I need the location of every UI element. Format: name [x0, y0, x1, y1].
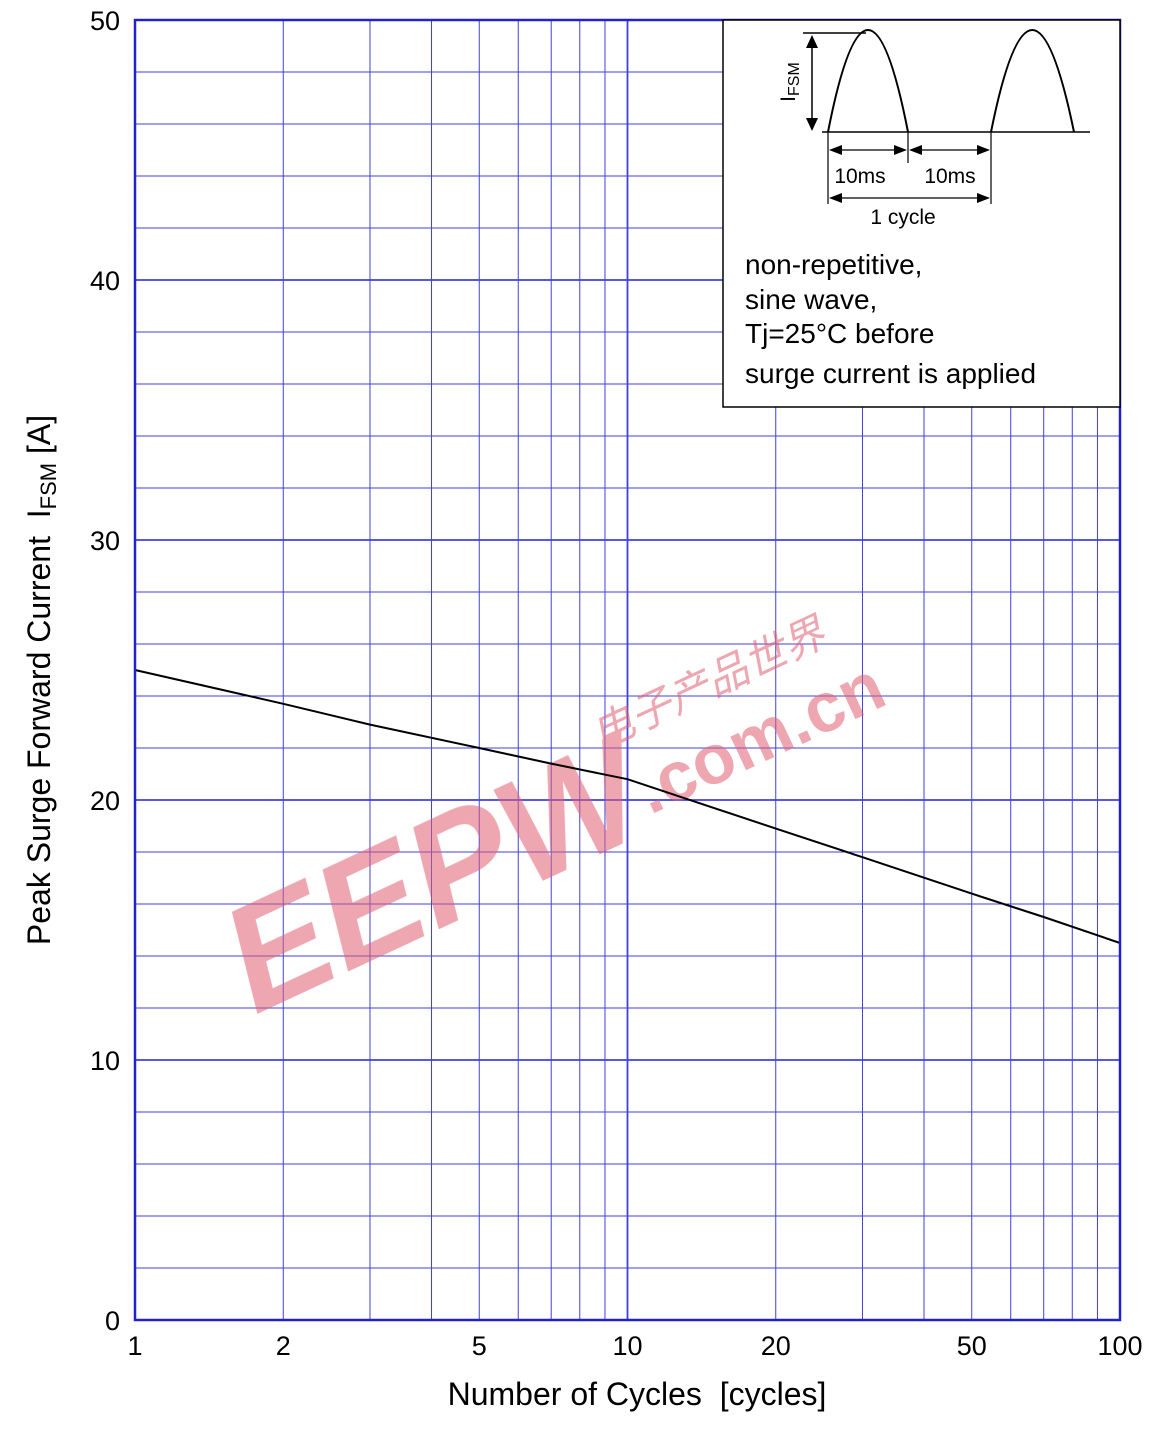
x-axis-title: Number of Cycles [cycles] — [448, 1376, 827, 1412]
x-tick-label: 50 — [957, 1331, 987, 1361]
cycle-label: 1 cycle — [870, 206, 935, 229]
plot-frame — [133, 18, 1122, 1322]
half-period-arrow-1-right — [894, 145, 907, 155]
y-tick-label: 30 — [90, 526, 120, 556]
x-tick-label: 100 — [1097, 1331, 1142, 1361]
inset-frame — [722, 19, 1121, 408]
note-line-3: Tj=25°C before — [745, 318, 934, 349]
ifsm-label: IFSM — [777, 62, 803, 102]
y-tick-labels: 0 10 20 30 40 50 — [90, 6, 120, 1336]
y-axis-title-sub: FSM — [36, 463, 61, 509]
y-tick-label: 0 — [105, 1306, 120, 1336]
ifsm-label-sub: FSM — [786, 62, 803, 96]
series-curve — [134, 669, 1121, 944]
waveform-pulse-1 — [827, 29, 909, 133]
x-tick-label: 2 — [276, 1331, 291, 1361]
ifsm-label-main: I — [777, 96, 800, 102]
half-period-label-1: 10ms — [834, 165, 885, 188]
cycle-arrow-left — [829, 193, 842, 203]
y-tick-label: 20 — [90, 786, 120, 816]
note-line-2: sine wave, — [745, 284, 877, 315]
x-tick-label: 10 — [612, 1331, 642, 1361]
x-tick-label: 20 — [761, 1331, 791, 1361]
half-period-arrow-1-left — [829, 145, 842, 155]
x-tick-labels: 1 2 5 10 20 50 100 — [127, 1331, 1142, 1361]
note-line-4: surge current is applied — [745, 358, 1036, 389]
ifsm-arrow-head-top — [806, 35, 818, 48]
waveform-pulse-2 — [990, 29, 1075, 133]
y-axis-title-main: Peak Surge Forward Current I — [21, 509, 57, 945]
half-period-arrow-2-right — [977, 145, 990, 155]
series-line — [134, 669, 1121, 944]
y-axis-title: Peak Surge Forward Current IFSM [A] — [21, 415, 61, 945]
y-axis-title-unit: [A] — [21, 415, 57, 463]
cycle-arrow-right — [977, 193, 990, 203]
x-tick-label: 1 — [127, 1331, 142, 1361]
half-period-label-2: 10ms — [924, 165, 975, 188]
y-tick-label: 10 — [90, 1046, 120, 1076]
half-period-arrow-2-left — [909, 145, 922, 155]
eepw-watermark: EEPW .com.cn 电子产品世界 — [198, 607, 897, 1044]
ifsm-arrow-head-bottom — [806, 118, 818, 131]
note-line-1: non-repetitive, — [745, 249, 922, 280]
y-tick-label: 40 — [90, 266, 120, 296]
x-tick-label: 5 — [472, 1331, 487, 1361]
inset-box: IFSM 10ms 10ms 1 cycle non-repetitive, s… — [722, 19, 1121, 408]
y-tick-label: 50 — [90, 6, 120, 36]
